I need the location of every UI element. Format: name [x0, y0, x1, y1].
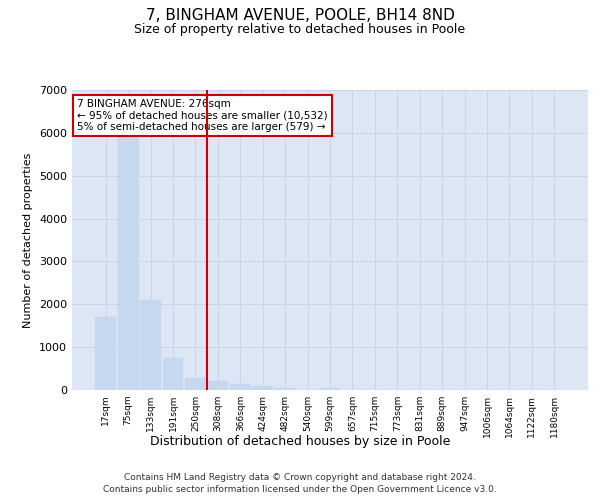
Bar	[275, 388, 295, 390]
Bar	[163, 358, 184, 390]
Bar	[320, 388, 340, 390]
Bar	[118, 137, 139, 390]
Y-axis label: Number of detached properties: Number of detached properties	[23, 152, 34, 328]
Text: 7, BINGHAM AVENUE, POOLE, BH14 8ND: 7, BINGHAM AVENUE, POOLE, BH14 8ND	[146, 8, 454, 22]
Text: Size of property relative to detached houses in Poole: Size of property relative to detached ho…	[134, 22, 466, 36]
Bar	[208, 382, 228, 390]
Text: Distribution of detached houses by size in Poole: Distribution of detached houses by size …	[150, 435, 450, 448]
Text: Contains HM Land Registry data © Crown copyright and database right 2024.: Contains HM Land Registry data © Crown c…	[124, 472, 476, 482]
Bar	[185, 378, 206, 390]
Text: Contains public sector information licensed under the Open Government Licence v3: Contains public sector information licen…	[103, 485, 497, 494]
Bar	[230, 384, 251, 390]
Bar	[140, 300, 161, 390]
Bar	[253, 386, 273, 390]
Bar	[95, 317, 116, 390]
Text: 7 BINGHAM AVENUE: 276sqm
← 95% of detached houses are smaller (10,532)
5% of sem: 7 BINGHAM AVENUE: 276sqm ← 95% of detach…	[77, 99, 328, 132]
